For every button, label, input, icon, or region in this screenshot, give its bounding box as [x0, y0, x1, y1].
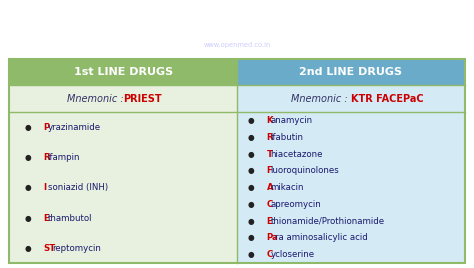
Text: KTR FACEPaC: KTR FACEPaC: [351, 94, 423, 104]
Text: ycloserine: ycloserine: [271, 250, 315, 259]
Text: R: R: [266, 133, 273, 142]
Text: Pa: Pa: [266, 233, 278, 242]
Text: luoroquinolones: luoroquinolones: [271, 166, 339, 175]
Text: P: P: [44, 123, 50, 132]
Text: ●: ●: [24, 214, 31, 222]
Text: E: E: [44, 214, 49, 222]
Text: ifabutin: ifabutin: [271, 133, 304, 142]
Text: ●: ●: [24, 183, 31, 192]
Text: ●: ●: [247, 133, 254, 142]
Text: T: T: [266, 150, 273, 159]
Text: R: R: [44, 153, 50, 162]
Text: anamycin: anamycin: [271, 116, 313, 125]
Text: I: I: [44, 183, 47, 192]
Bar: [237, 112, 465, 263]
Text: www.openmed.co.in: www.openmed.co.in: [203, 42, 271, 48]
Text: 1st LINE DRUGS: 1st LINE DRUGS: [73, 67, 173, 77]
Text: ●: ●: [247, 166, 254, 175]
Text: ●: ●: [247, 217, 254, 226]
Text: thambutol: thambutol: [48, 214, 92, 222]
Text: C: C: [266, 250, 273, 259]
Bar: [237, 59, 465, 85]
Text: ifampin: ifampin: [48, 153, 80, 162]
Text: F: F: [266, 166, 273, 175]
Text: ●: ●: [24, 153, 31, 162]
Bar: [9, 59, 237, 85]
Text: hiacetazone: hiacetazone: [271, 150, 323, 159]
Text: 1st and 2nd Line Anti Tubercular Drugs - Mnemonic: 1st and 2nd Line Anti Tubercular Drugs -…: [24, 12, 450, 27]
Bar: [237, 85, 465, 112]
Text: soniazid (INH): soniazid (INH): [48, 183, 108, 192]
Text: ●: ●: [247, 250, 254, 259]
Text: ●: ●: [247, 116, 254, 125]
Bar: [9, 85, 237, 112]
Text: ●: ●: [247, 233, 254, 242]
Text: K: K: [266, 116, 273, 125]
Bar: [9, 112, 237, 263]
Text: E: E: [266, 217, 273, 226]
Text: reptomycin: reptomycin: [52, 244, 100, 253]
Text: ●: ●: [247, 200, 254, 209]
Text: ●: ●: [247, 183, 254, 192]
Text: A: A: [266, 183, 273, 192]
Text: PRIEST: PRIEST: [123, 94, 162, 104]
Text: ra aminosalicylic acid: ra aminosalicylic acid: [275, 233, 367, 242]
Text: 2nd LINE DRUGS: 2nd LINE DRUGS: [299, 67, 402, 77]
Text: ●: ●: [24, 123, 31, 132]
Text: mikacin: mikacin: [271, 183, 304, 192]
Text: Mnemonic :: Mnemonic :: [291, 94, 351, 104]
Text: Mnemonic :: Mnemonic :: [67, 94, 123, 104]
Text: thionamide/Prothionamide: thionamide/Prothionamide: [271, 217, 385, 226]
Text: apreomycin: apreomycin: [271, 200, 321, 209]
Text: ●: ●: [247, 150, 254, 159]
Text: yrazinamide: yrazinamide: [48, 123, 101, 132]
Text: C: C: [266, 200, 273, 209]
Text: ●: ●: [24, 244, 31, 253]
Text: ST: ST: [44, 244, 56, 253]
